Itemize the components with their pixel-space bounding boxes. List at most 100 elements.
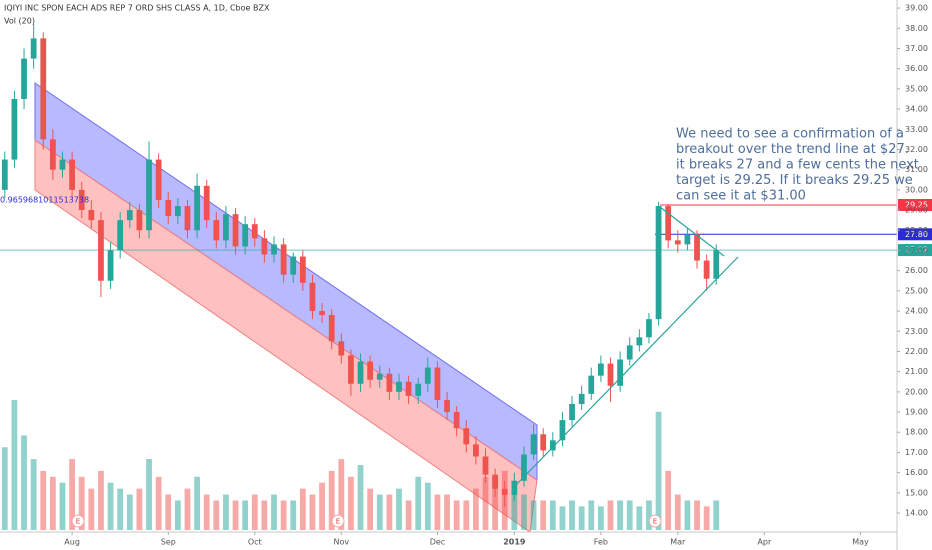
candle-body xyxy=(549,440,556,451)
candle-body xyxy=(665,206,672,241)
volume-bar xyxy=(319,482,325,530)
volume-bar xyxy=(444,494,450,530)
x-tick-label: May xyxy=(852,538,869,547)
x-tick-label: Feb xyxy=(594,538,608,547)
volume-bar xyxy=(617,500,623,530)
candle-body xyxy=(251,224,258,239)
price-tag xyxy=(898,244,932,257)
candle-body xyxy=(626,345,633,360)
trend-line xyxy=(514,256,739,487)
volume-bar xyxy=(174,500,181,530)
candle-body xyxy=(194,185,200,231)
candle-body xyxy=(78,189,85,211)
volume-bar xyxy=(511,494,518,530)
candle-body xyxy=(501,488,508,495)
volume-bar xyxy=(1,447,8,530)
volume-bar xyxy=(338,459,345,530)
volume-bar xyxy=(357,465,364,530)
volume-bar xyxy=(146,459,152,530)
candle-body xyxy=(271,244,277,255)
y-tick-label: 33.00 xyxy=(905,125,928,134)
volume-bar xyxy=(184,488,191,530)
candle-body xyxy=(617,359,623,386)
volume-bar xyxy=(49,476,56,530)
y-tick-label: 17.00 xyxy=(905,448,928,457)
volume-bar xyxy=(453,500,460,530)
candle-body xyxy=(482,456,489,475)
candle-body xyxy=(386,373,393,392)
volume-bar xyxy=(569,500,575,530)
candle-body xyxy=(49,139,56,170)
volume-bar xyxy=(59,482,66,530)
y-tick-label: 35.00 xyxy=(905,84,928,93)
price-tag xyxy=(898,199,932,212)
candle-body xyxy=(424,367,431,384)
y-tick-label: 29.00 xyxy=(905,206,928,215)
volume-bar xyxy=(598,506,604,530)
y-tick-label: 31.00 xyxy=(905,165,928,174)
y-tick-label: 26.00 xyxy=(905,266,928,275)
volume-bar xyxy=(213,500,220,530)
y-tick-label: 36.00 xyxy=(905,64,928,73)
volume-bar xyxy=(521,494,527,530)
candle-body xyxy=(694,234,700,261)
candle-body xyxy=(636,337,643,346)
candle-body xyxy=(155,159,162,200)
y-tick-label: 21.00 xyxy=(905,367,928,376)
annotation-line: We need to see a confirmation of a xyxy=(676,127,904,142)
y-tick-label: 15.00 xyxy=(905,488,928,497)
volume-bar xyxy=(396,488,402,530)
volume-bar xyxy=(376,494,383,530)
candle-body xyxy=(136,210,143,231)
y-tick-label: 34.00 xyxy=(905,105,928,114)
volume-bar xyxy=(626,500,633,530)
earnings-marker xyxy=(71,514,85,528)
volume-bar xyxy=(473,488,479,530)
volume-bar xyxy=(194,476,200,530)
x-tick-label: Dec xyxy=(430,538,445,547)
candle-body xyxy=(30,38,37,59)
y-tick-label: 18.00 xyxy=(905,428,928,437)
candle-body xyxy=(415,383,422,396)
candle-body xyxy=(684,234,691,245)
earnings-label: E xyxy=(653,518,657,526)
candle-body xyxy=(165,199,172,217)
annotation-line: can see it at $31.00 xyxy=(676,189,806,204)
volume-layer xyxy=(1,400,720,530)
annotation-line: target is 29.25. If it breaks 29.25 we xyxy=(676,173,913,188)
y-tick-label: 20.00 xyxy=(905,387,928,396)
candle-body xyxy=(117,220,124,251)
candle-body xyxy=(405,381,412,396)
x-tick-label: Oct xyxy=(248,538,262,547)
candle-body xyxy=(98,220,104,281)
price-tag xyxy=(898,228,932,241)
candle-body xyxy=(521,454,527,481)
candle-body xyxy=(540,434,547,451)
candle-body xyxy=(223,214,229,241)
x-tick-label: Apr xyxy=(757,538,772,547)
candle-body xyxy=(530,434,537,455)
volume-bar xyxy=(155,476,162,530)
volume-bar xyxy=(607,500,614,530)
candle-body xyxy=(703,260,710,279)
x-tick-label: Mar xyxy=(670,538,686,547)
x-tick-label: 2019 xyxy=(503,538,526,547)
candle-body xyxy=(338,341,345,356)
volume-bar xyxy=(328,470,335,530)
y-tick-label: 38.00 xyxy=(905,24,928,33)
annotation-line: it breaks 27 and a few cents the next xyxy=(676,158,919,173)
candle-body xyxy=(59,159,66,170)
y-tick-label: 22.00 xyxy=(905,347,928,356)
candle-body xyxy=(174,206,181,217)
volume-bar xyxy=(223,494,229,530)
volume-bar xyxy=(11,400,18,530)
volume-bar xyxy=(78,476,85,530)
candle-body xyxy=(319,311,325,316)
y-tick-label: 14.00 xyxy=(905,509,928,518)
annotation: We need to see a confirmation of abreako… xyxy=(676,127,919,204)
y-tick-label: 16.00 xyxy=(905,468,928,477)
volume-bar xyxy=(290,500,297,530)
candle-body xyxy=(713,250,720,279)
volume-bar xyxy=(530,500,537,530)
